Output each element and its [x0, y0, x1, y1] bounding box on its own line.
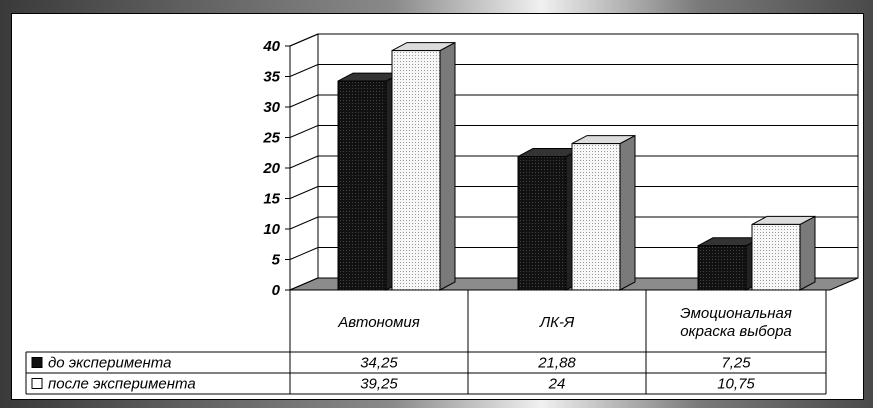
data-label: 24 — [548, 376, 566, 393]
bar-front — [571, 143, 621, 291]
legend-swatch — [31, 357, 43, 368]
y-tick-label: 0 — [272, 282, 281, 299]
y-tick-label: 25 — [262, 130, 280, 147]
gridline-side — [289, 94, 319, 108]
bar-2-1 — [751, 215, 816, 291]
bar-side — [439, 41, 456, 291]
bar-front — [517, 156, 567, 291]
bar-front — [337, 80, 387, 291]
category-label: Эмоциональная — [680, 305, 792, 322]
bar-0-1 — [391, 41, 456, 291]
y-tick-label: 40 — [262, 38, 280, 55]
category-label: ЛК-Я — [539, 314, 575, 331]
y-tick-label: 15 — [263, 191, 280, 208]
category-label: Автономия — [337, 314, 420, 331]
series-name: до эксперимента — [48, 355, 171, 372]
bar-front — [391, 50, 441, 291]
bars — [337, 41, 816, 291]
gridline-side — [289, 125, 319, 138]
category-label: окраска выбора — [680, 323, 792, 340]
data-label: 7,25 — [721, 355, 751, 372]
gridline-side — [289, 33, 319, 47]
legend-swatch — [31, 378, 43, 389]
y-tick-label: 20 — [262, 160, 280, 177]
gridline-side — [289, 247, 319, 260]
data-label: 34,25 — [360, 355, 398, 372]
y-axis: 0 5 10 15 20 25 30 35 40 — [262, 38, 291, 299]
series-name: после эксперимента — [48, 376, 196, 393]
bar-1-1 — [571, 134, 636, 291]
y-tick-label: 35 — [263, 69, 280, 86]
y-tick-label: 10 — [263, 221, 280, 238]
bar-side — [799, 215, 816, 291]
gridline-side — [289, 155, 319, 169]
bar-side — [619, 134, 636, 291]
gridline-side — [289, 186, 319, 199]
gridline-side — [289, 64, 319, 77]
data-label: 21,88 — [537, 355, 576, 372]
bar-front — [697, 245, 747, 291]
y-tick-label: 5 — [272, 252, 281, 269]
data-label: 39,25 — [360, 376, 398, 393]
bar-front — [751, 223, 801, 291]
y-tick-label: 30 — [263, 99, 280, 116]
gridline-side — [289, 216, 319, 230]
data-label: 10,75 — [717, 376, 755, 393]
